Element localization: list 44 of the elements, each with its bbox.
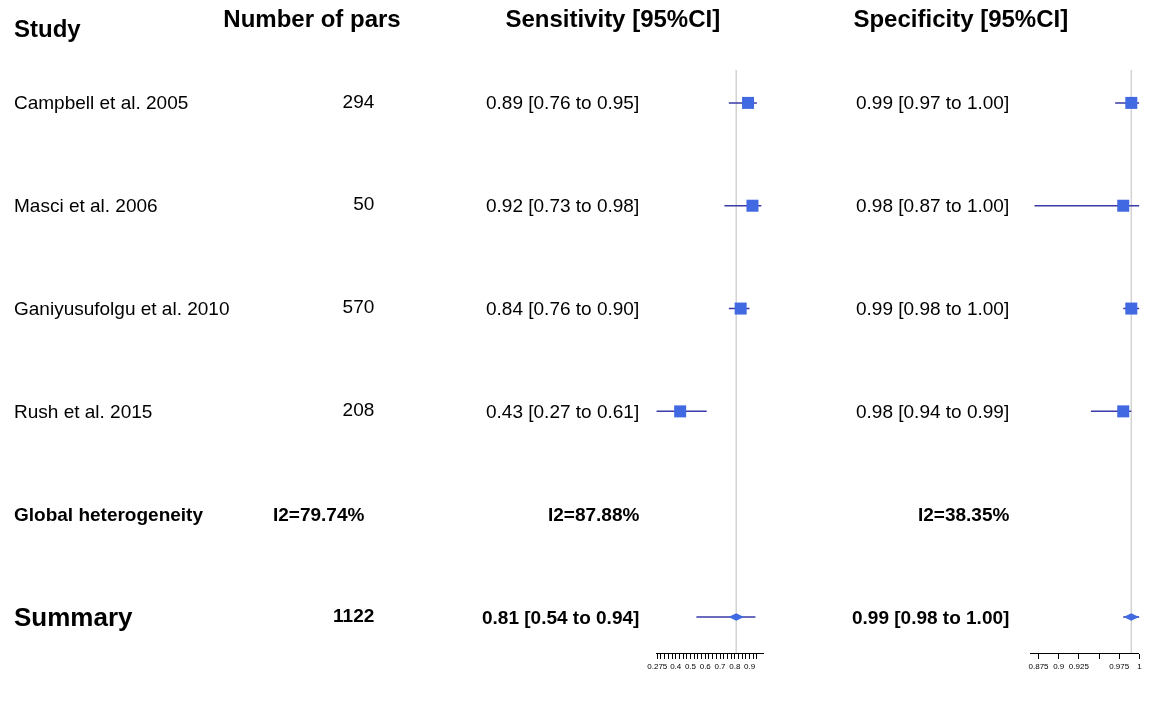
data-label: 0.89 [0.76 to 0.95]	[486, 92, 640, 113]
x-tick-label: 0.4	[670, 661, 682, 671]
data-label: 0.92 [0.73 to 0.98]	[486, 195, 640, 216]
x-tick-label: 0.9	[1053, 661, 1065, 671]
data-label: 0.99 [0.98 to 1.00]	[856, 298, 1010, 319]
chart-title: Sensitivity [95%CI]	[505, 5, 721, 33]
category-label: Campbell et al. 2005	[14, 92, 189, 113]
x-tick-label: 1	[1137, 661, 1143, 671]
data-label: 0.98 [0.87 to 1.00]	[856, 195, 1010, 216]
category-label: Global heterogeneity	[14, 504, 204, 525]
x-tick-label: 0.275	[647, 661, 668, 671]
x-tick-label: 0.925	[1068, 661, 1090, 671]
data-label: 0.43 [0.27 to 0.61]	[486, 401, 640, 422]
x-tick-label: 0.9	[743, 661, 756, 671]
category-label: Masci et al. 2006	[14, 195, 158, 216]
point	[742, 96, 755, 109]
x-tick-label: 0.875	[1028, 661, 1050, 671]
data-label: 0.84 [0.76 to 0.90]	[486, 298, 640, 319]
text: Study	[14, 15, 82, 42]
data-label: 570	[342, 296, 375, 318]
point	[674, 405, 687, 418]
category-label: Ganiyusufolgu et al. 2010	[14, 298, 230, 319]
data-label: 50	[353, 193, 375, 215]
data-label: 0.99 [0.98 to 1.00]	[852, 607, 1010, 628]
data-label: 294	[342, 90, 375, 112]
x-tick-label: 0.975	[1109, 661, 1130, 671]
data-label: 1122	[333, 604, 375, 626]
data-label: 0.81 [0.54 to 0.94]	[482, 607, 640, 628]
point	[734, 302, 747, 315]
text: Number of pars	[223, 5, 401, 33]
x-tick-label: 0.8	[729, 661, 741, 671]
data-label: 208	[342, 399, 375, 421]
category-label: Summary	[14, 602, 134, 632]
data-label: 0.99 [0.97 to 1.00]	[856, 92, 1010, 113]
text: I2=79.74%	[273, 504, 365, 525]
x-tick-label: 0.7	[714, 661, 727, 671]
point	[746, 199, 759, 212]
x-tick-label: 0.6	[699, 661, 712, 671]
text: I2=87.88%	[548, 504, 640, 525]
category-label: Rush et al. 2015	[14, 401, 153, 422]
chart-title: Specificity [95%CI]	[853, 5, 1069, 33]
text: I2=38.35%	[918, 504, 1010, 525]
data-label: 0.98 [0.94 to 0.99]	[856, 401, 1010, 422]
x-tick-label: 0.5	[684, 661, 697, 671]
